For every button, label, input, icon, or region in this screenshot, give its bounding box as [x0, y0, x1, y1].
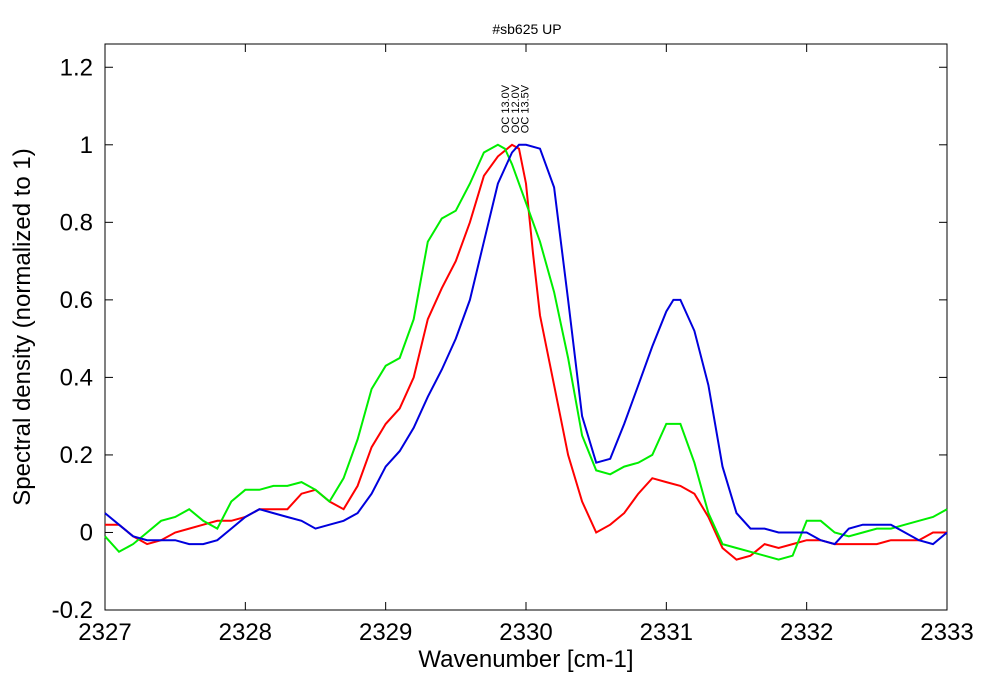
y-tick-label: -0.2 [52, 597, 93, 624]
axis-ticks [104, 44, 948, 611]
y-axis-title: Spectral density (normalized to 1) [9, 148, 36, 506]
y-tick-label: 0.6 [60, 287, 93, 314]
y-tick-labels: -0.2 0 0.2 0.4 0.6 0.8 1 1.2 [52, 54, 93, 624]
series-group [104, 143, 948, 561]
x-tick-label: 2329 [359, 619, 412, 646]
x-tick-label: 2331 [640, 619, 693, 646]
y-tick-label: 0.2 [60, 442, 93, 469]
peak-annotation: OC 13.0V [500, 84, 512, 133]
x-tick-label: 2328 [219, 619, 272, 646]
y-tick-label: 1 [80, 132, 93, 159]
series-line-1 [105, 143, 947, 561]
chart-title: #sb625 UP [492, 21, 561, 37]
y-tick-label: 0.8 [60, 209, 93, 236]
y-tick-label: 0.4 [60, 364, 93, 391]
series-line-3 [104, 143, 948, 546]
x-tick-label: 2327 [78, 619, 131, 646]
x-axis-title: Wavenumber [cm-1] [418, 646, 633, 673]
x-tick-label: 2332 [780, 619, 833, 646]
peak-annotation: OC 13.5V [520, 84, 532, 133]
x-tick-label: 2333 [920, 619, 973, 646]
x-tick-label: 2330 [499, 619, 552, 646]
series-line-2 [104, 143, 948, 561]
y-tick-label: 1.2 [60, 54, 93, 81]
peak-annotation: OC 12.0V [510, 84, 522, 133]
x-tick-labels: 2327 2328 2329 2330 2331 2332 2333 [78, 619, 973, 646]
y-tick-label: 0 [80, 519, 93, 546]
